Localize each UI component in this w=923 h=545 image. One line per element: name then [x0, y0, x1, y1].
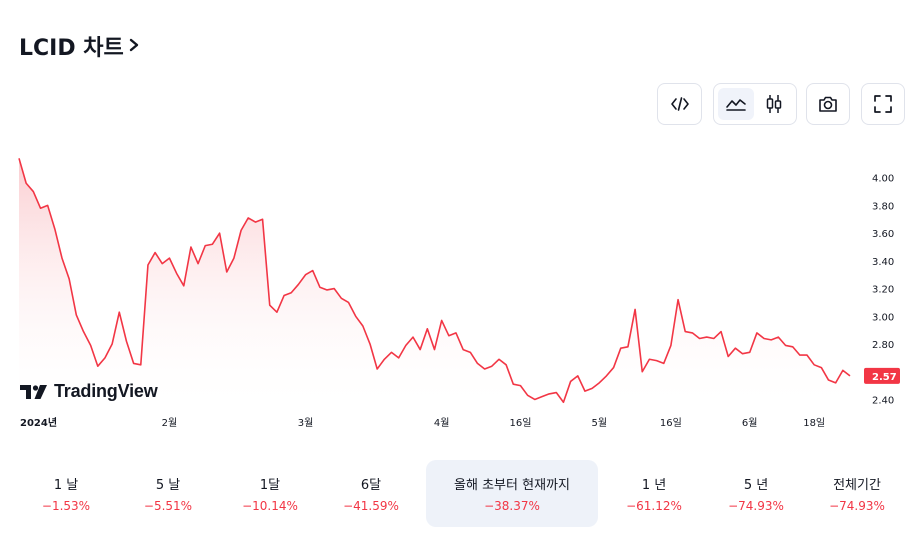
y-tick-label: 3.40: [872, 257, 894, 268]
period-change: −74.93%: [728, 499, 784, 513]
area-chart-icon: [726, 99, 746, 111]
period-option[interactable]: 5 년 −74.93%: [711, 460, 801, 527]
chart-title-link[interactable]: LCID 차트: [19, 30, 140, 62]
period-change: −1.53%: [41, 499, 91, 513]
last-price-badge: [864, 367, 900, 384]
x-tick-label: 4월: [434, 417, 450, 429]
candlestick-icon: [766, 95, 782, 113]
y-tick-label: 3.60: [872, 229, 894, 240]
period-change: −5.51%: [143, 499, 193, 513]
tradingview-wordmark: TradingView: [54, 381, 158, 401]
period-change: −74.93%: [829, 499, 885, 513]
y-tick-label: 3.80: [872, 201, 894, 212]
x-tick-label: 16일: [660, 417, 682, 429]
x-tick-label: 2월: [162, 417, 178, 429]
period-option[interactable]: 6달 −41.59%: [326, 460, 416, 527]
period-selector: 1 날 −1.53% 5 날 −5.51% 1달 −10.14% 6달 −41.59% 올해 초…: [0, 460, 923, 528]
candlestick-button[interactable]: [756, 88, 792, 120]
y-axis: 4.003.803.603.403.203.002.802.602.402.57: [864, 174, 900, 406]
code-icon: [670, 97, 689, 111]
y-tick-label: 3.20: [872, 285, 894, 296]
area-chart-button[interactable]: [718, 88, 754, 120]
period-label: 6달: [360, 478, 382, 493]
period-label: 5 날: [155, 478, 181, 493]
y-tick-label: 4.00: [872, 174, 894, 185]
period-option[interactable]: 전체기간 −74.93%: [812, 460, 902, 527]
period-option[interactable]: 올해 초부터 현재까지 −38.37%: [426, 460, 598, 527]
screenshot-button[interactable]: [806, 83, 850, 125]
price-area-fill: [19, 158, 850, 405]
x-tick-label: 5월: [591, 417, 607, 429]
price-chart[interactable]: 4.003.803.603.403.203.002.802.602.402.57…: [0, 130, 923, 435]
x-tick-label: 16일: [509, 417, 531, 429]
period-change: −41.59%: [343, 499, 399, 513]
period-option[interactable]: 1 날 −1.53%: [21, 460, 111, 527]
x-tick-label: 18일: [803, 417, 825, 429]
period-change: −10.14%: [242, 499, 298, 513]
x-tick-label: 2024년: [20, 416, 57, 429]
period-change: −38.37%: [484, 499, 540, 513]
period-label: 1 년: [641, 478, 667, 493]
period-option[interactable]: 1 년 −61.12%: [609, 460, 699, 527]
chart-title: LCID 차트: [19, 36, 124, 61]
chart-style-group: [713, 83, 797, 125]
x-axis: 2024년 2월 3월 4월 16일 5월 16일 6월 18일: [20, 416, 825, 429]
y-tick-label: 2.80: [872, 340, 894, 351]
y-tick-label: 2.40: [872, 395, 894, 406]
chevron-right-icon: [128, 34, 140, 59]
camera-icon: [819, 96, 837, 112]
period-change: −61.12%: [626, 499, 682, 513]
x-tick-label: 3월: [298, 417, 314, 429]
y-tick-label: 3.00: [872, 312, 894, 323]
period-option[interactable]: 5 날 −5.51%: [123, 460, 213, 527]
last-price-label: 2.57: [872, 372, 897, 383]
period-label: 5 년: [743, 478, 769, 493]
tradingview-logo-icon: [20, 384, 47, 399]
x-tick-label: 6월: [742, 417, 758, 429]
price-line: [18, 158, 851, 404]
period-label: 전체기간: [833, 478, 881, 493]
tradingview-logo: TradingView: [20, 381, 158, 402]
fullscreen-button[interactable]: [861, 83, 905, 125]
period-option[interactable]: 1달 −10.14%: [225, 460, 315, 527]
period-label: 1달: [259, 478, 281, 493]
period-label: 1 날: [53, 478, 79, 493]
embed-code-button[interactable]: [657, 83, 702, 125]
fullscreen-icon: [874, 95, 892, 113]
period-label: 올해 초부터 현재까지: [454, 478, 570, 493]
